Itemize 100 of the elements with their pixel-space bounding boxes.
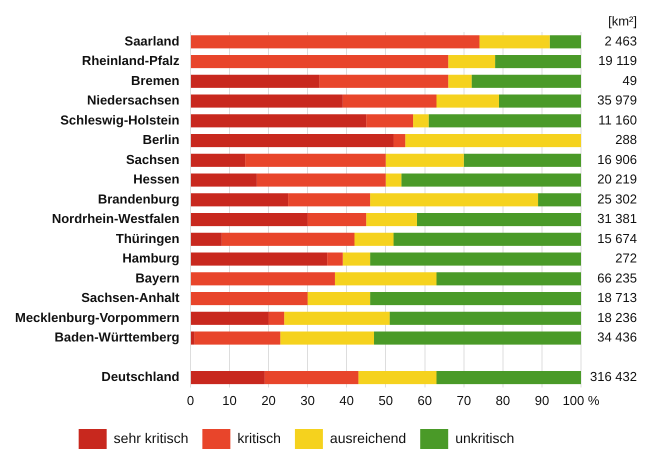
bar (268, 312, 284, 325)
bar (386, 154, 464, 167)
x-tick-label: 20 (261, 392, 276, 408)
bar (495, 55, 581, 68)
bar (386, 174, 402, 187)
bar (190, 193, 288, 206)
y-tick-label: Sachsen (126, 152, 180, 167)
x-tick-label: 30 (300, 392, 315, 408)
text: 288 (615, 132, 637, 148)
text: 18 713 (597, 290, 637, 306)
bar (436, 94, 499, 108)
text: 18 236 (597, 310, 637, 325)
text: 31 381 (597, 211, 637, 226)
bar (190, 232, 222, 246)
bar (390, 312, 581, 325)
bar (354, 232, 394, 246)
bar (190, 174, 257, 187)
bar (370, 193, 538, 206)
x-tick-label: 90 (534, 392, 550, 408)
bar (256, 174, 386, 187)
y-tick-label: Thüringen (116, 230, 180, 246)
x-tick-label: 100 % (562, 392, 600, 408)
text: 272 (615, 250, 637, 266)
bar (374, 331, 581, 345)
x-tick-label: 50 (378, 392, 393, 408)
text: 66 235 (597, 270, 637, 286)
bar (190, 312, 269, 325)
bar (342, 252, 370, 266)
bar (342, 94, 436, 108)
bar (284, 312, 390, 325)
x-tick-label: 0 (186, 392, 194, 408)
bar (190, 213, 308, 226)
text: 20 219 (597, 172, 637, 187)
bar (498, 94, 581, 108)
bar (327, 252, 343, 266)
bar (366, 213, 417, 226)
bar (308, 292, 370, 306)
bar (190, 94, 343, 108)
bar (190, 370, 265, 384)
text: 2 463 (604, 33, 637, 48)
bar (190, 114, 366, 128)
bar (436, 272, 581, 286)
y-tick-label: Saarland (124, 33, 180, 48)
bar (479, 35, 550, 48)
bar (190, 55, 448, 68)
text: 316 432 (590, 369, 637, 384)
bar (288, 193, 370, 206)
bar (280, 331, 374, 345)
bar (538, 193, 581, 206)
legend-label: kritisch (237, 430, 281, 446)
bar (394, 232, 581, 246)
y-tick-label: Sachsen-Anhalt (81, 290, 180, 306)
y-tick-label: Berlin (142, 132, 180, 148)
x-tick-label: 40 (339, 392, 354, 408)
x-tick-label: 10 (222, 392, 237, 408)
bar (190, 74, 320, 88)
text: 15 674 (597, 230, 637, 246)
bar (550, 35, 581, 48)
y-tick-label: Bayern (135, 270, 180, 286)
bar (194, 331, 280, 345)
bar (334, 272, 436, 286)
bar (190, 134, 394, 148)
bar (413, 114, 429, 128)
y-tick-label: Deutschland (101, 369, 180, 384)
y-tick-label: Baden-Württemberg (54, 330, 180, 345)
x-tick-label: 60 (418, 392, 432, 408)
legend-label: unkritisch (455, 430, 514, 446)
text: 19 119 (598, 53, 637, 68)
bar (245, 154, 386, 167)
bar (308, 213, 366, 226)
text: 34 436 (597, 330, 637, 345)
bar (428, 114, 581, 128)
y-tick-label: Rheinland-Pfalz (82, 53, 180, 68)
legend-label: ausreichend (330, 430, 406, 446)
bar (448, 55, 496, 68)
bar (366, 114, 414, 128)
y-tick-label: Hessen (133, 172, 180, 187)
bar (190, 331, 194, 345)
bar (401, 174, 581, 187)
bar (405, 134, 581, 148)
y-tick-label: Niedersachsen (86, 92, 180, 108)
y-tick-label: Schleswig-Holstein (60, 112, 180, 128)
y-tick-label: Bremen (131, 72, 180, 88)
x-tick-label: 80 (496, 392, 510, 408)
bar (222, 232, 354, 246)
bar (472, 74, 581, 88)
bar (319, 74, 448, 88)
y-tick-label: Hamburg (122, 250, 180, 266)
bar (448, 74, 472, 88)
text: 49 (622, 72, 637, 88)
bar (264, 370, 358, 384)
legend-label: sehr kritisch (114, 430, 188, 446)
x-tick-label: 70 (456, 392, 472, 408)
bar (370, 292, 581, 306)
text: 16 906 (597, 152, 637, 167)
bar (394, 134, 406, 148)
bar (190, 252, 328, 266)
text: 11 160 (598, 112, 637, 128)
text: 35 979 (597, 92, 637, 108)
bar (190, 292, 308, 306)
